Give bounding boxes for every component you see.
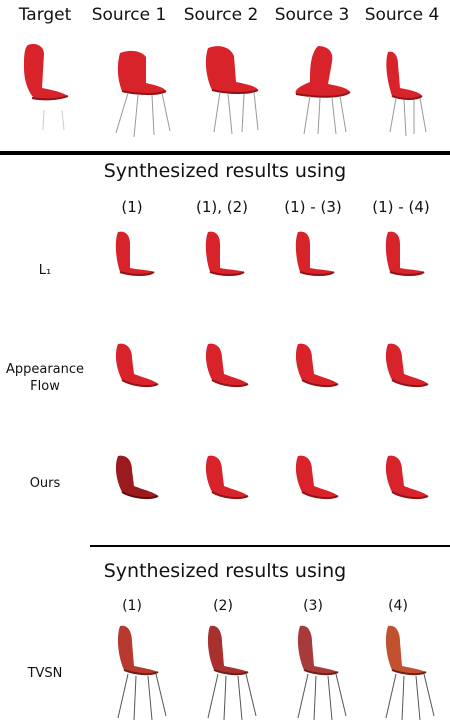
section2-col2-label: (2) xyxy=(213,598,233,614)
section2-col4-label: (4) xyxy=(388,598,408,614)
section-divider-thick xyxy=(0,151,450,155)
section1-title: Synthesized results using xyxy=(103,160,347,182)
row-label-l1: L₁ xyxy=(38,263,52,278)
appearance-flow-result-chair-2 xyxy=(205,343,249,388)
l1-result-chair-1 xyxy=(115,231,155,276)
header-source1-label: Source 1 xyxy=(91,5,167,25)
appearance-flow-result-chair-3 xyxy=(295,343,339,388)
section1-col3-label: (1) - (3) xyxy=(284,198,342,216)
l1-result-chair-4 xyxy=(385,231,425,276)
tvsn-result-chair-2 xyxy=(207,625,257,721)
header-source3-label: Source 3 xyxy=(274,5,350,25)
appearance-flow-result-chair-1 xyxy=(115,343,159,388)
ours-result-chair-4 xyxy=(385,455,429,500)
ours-result-chair-1 xyxy=(115,455,159,500)
source3-chair-image xyxy=(295,46,351,135)
section1-col2-label: (1), (2) xyxy=(195,198,249,216)
section-divider-thin xyxy=(90,545,450,547)
row-label-tvsn: TVSN xyxy=(27,666,63,681)
source1-chair-image xyxy=(115,50,171,138)
target-chair-image xyxy=(24,44,69,131)
ours-result-chair-2 xyxy=(205,455,249,500)
section1-col1-label: (1) xyxy=(121,198,143,216)
l1-result-chair-2 xyxy=(205,231,245,276)
tvsn-result-chair-4 xyxy=(385,625,435,721)
l1-result-chair-3 xyxy=(295,231,335,276)
section2-title: Synthesized results using xyxy=(103,560,347,582)
section1-col4-label: (1) - (4) xyxy=(372,198,430,216)
row-label-appearance-flow-line2: Flow xyxy=(30,379,60,394)
row-label-ours: Ours xyxy=(29,476,61,491)
section2-col3-label: (3) xyxy=(303,598,323,614)
section2-col1-label: (1) xyxy=(122,598,142,614)
tvsn-result-chair-1 xyxy=(117,625,167,721)
row-label-appearance-flow-line1: Appearance xyxy=(5,362,85,377)
source2-chair-image xyxy=(205,46,259,135)
tvsn-result-chair-3 xyxy=(297,625,347,721)
appearance-flow-result-chair-4 xyxy=(385,343,429,388)
source4-chair-image xyxy=(386,51,427,137)
header-target-label: Target xyxy=(18,5,72,25)
header-source2-label: Source 2 xyxy=(183,5,259,25)
header-source4-label: Source 4 xyxy=(364,5,440,25)
ours-result-chair-3 xyxy=(295,455,339,500)
